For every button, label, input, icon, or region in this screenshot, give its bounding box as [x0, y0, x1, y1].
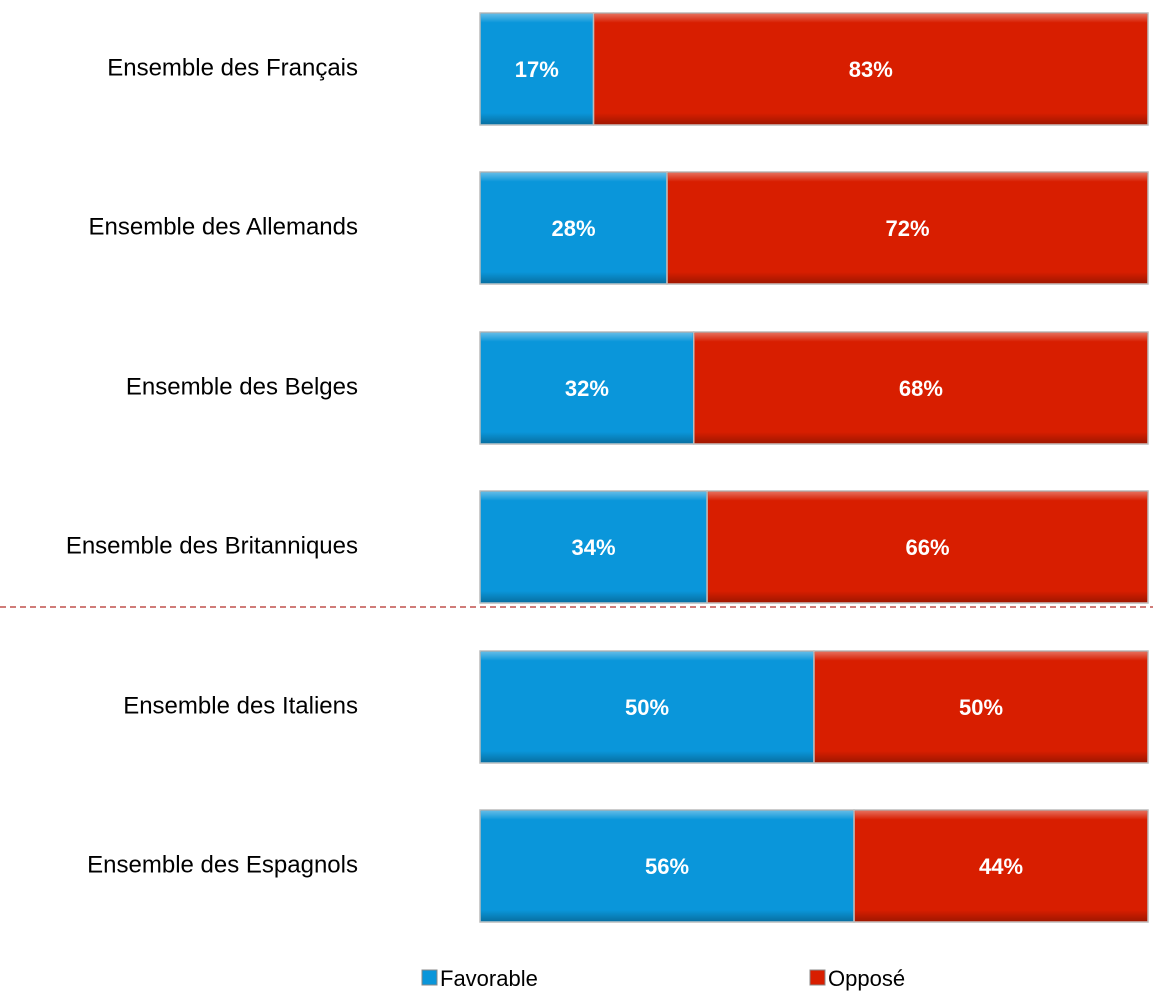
- legend-label: Favorable: [440, 966, 538, 991]
- value-label: 56%: [645, 854, 689, 879]
- value-label: 34%: [572, 535, 616, 560]
- value-label: 83%: [849, 57, 893, 82]
- category-label: Ensemble des Italiens: [123, 692, 358, 719]
- legend-swatch: [421, 969, 438, 986]
- value-label: 44%: [979, 854, 1023, 879]
- value-label: 50%: [959, 695, 1003, 720]
- category-label: Ensemble des Espagnols: [87, 851, 358, 878]
- value-label: 50%: [625, 695, 669, 720]
- category-label: Ensemble des Français: [107, 54, 358, 81]
- value-label: 28%: [551, 216, 595, 241]
- value-label: 32%: [565, 376, 609, 401]
- value-label: 72%: [885, 216, 929, 241]
- value-label: 68%: [899, 376, 943, 401]
- category-label: Ensemble des Belges: [126, 373, 358, 400]
- category-label: Ensemble des Britanniques: [66, 532, 358, 559]
- value-label: 17%: [515, 57, 559, 82]
- value-label: 66%: [906, 535, 950, 560]
- legend-label: Opposé: [828, 966, 905, 991]
- category-label: Ensemble des Allemands: [89, 213, 358, 240]
- legend-swatch: [809, 969, 826, 986]
